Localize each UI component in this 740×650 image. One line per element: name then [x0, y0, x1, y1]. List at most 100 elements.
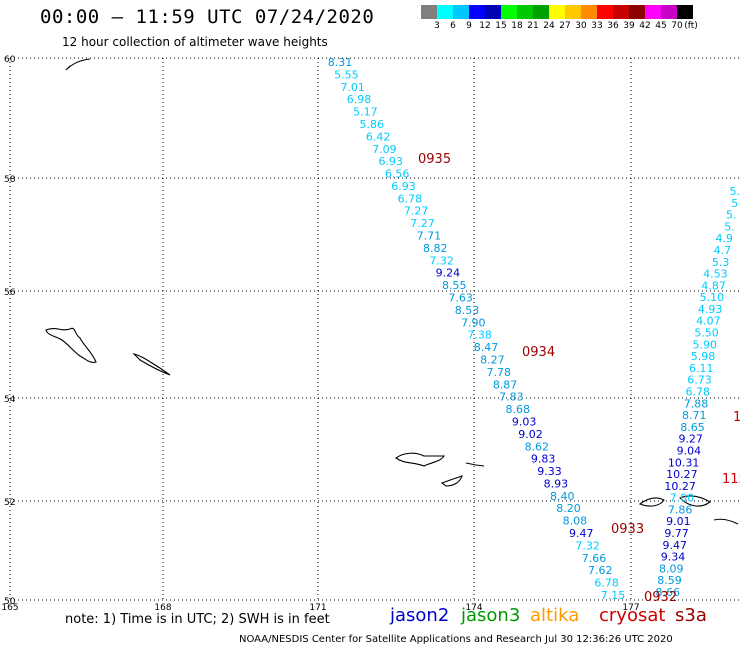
- wave-height-value: 6.78: [594, 577, 619, 590]
- wave-height-value: 8.82: [423, 242, 448, 255]
- longitude-label: 171: [309, 603, 326, 613]
- wave-height-value: 8.68: [506, 403, 531, 416]
- wave-height-value: 10.31: [668, 456, 700, 469]
- legend-label: 24: [543, 21, 555, 31]
- satellite-jason2: jason2: [390, 605, 450, 626]
- latitude-label: 60: [4, 55, 16, 65]
- wave-height-value: 7.32: [575, 539, 600, 552]
- legend-label: 12: [479, 21, 491, 31]
- credit-line: NOAA/NESDIS Center for Satellite Applica…: [239, 634, 673, 645]
- wave-height-value: 8.62: [525, 440, 550, 453]
- wave-height-value: 6.56: [385, 168, 410, 181]
- wave-height-value: 4.53: [703, 268, 728, 281]
- wave-height-value: 5.: [730, 185, 740, 198]
- legend-swatch: [501, 5, 517, 19]
- island-amchitka: [440, 475, 463, 487]
- legend-swatch: [645, 5, 661, 19]
- island-small-1: [465, 462, 485, 467]
- wave-height-value: 8.20: [556, 502, 581, 515]
- pass-time-label: 0935: [418, 152, 451, 167]
- wave-height-value: 5.55: [334, 68, 359, 81]
- color-legend: [421, 5, 693, 19]
- wave-height-value: 7.90: [461, 316, 486, 329]
- wave-height-value: 8.08: [563, 515, 588, 528]
- wave-height-value: 4.07: [696, 315, 721, 328]
- legend-swatch: [597, 5, 613, 19]
- wave-height-value: 8.53: [455, 304, 480, 317]
- wave-height-value: 7.71: [417, 230, 442, 243]
- legend-swatch: [437, 5, 453, 19]
- latitude-label: 54: [4, 395, 16, 405]
- legend-label: 36: [607, 21, 619, 31]
- wave-height-value: 7.86: [668, 503, 693, 516]
- wave-height-value: 6.78: [398, 192, 423, 205]
- right-track: 5.55.5.4.94.75.34.534.875.104.934.075.50…: [656, 185, 740, 599]
- wave-height-value: 5.10: [700, 291, 725, 304]
- chart-title: 00:00 – 11:59 UTC 07/24/2020: [40, 6, 375, 28]
- wave-height-value: 7.00: [670, 492, 695, 505]
- latitude-labels: 60 58 56 54 52 50: [4, 55, 16, 607]
- legend-swatch: [517, 5, 533, 19]
- time-labels: 0935 0934 0933 0932 115 1: [418, 152, 740, 605]
- legend-label: 30: [575, 21, 587, 31]
- wave-height-value: 8.66: [656, 586, 681, 599]
- pass-time-label: 1: [733, 410, 740, 425]
- wave-height-value: 5.50: [694, 327, 719, 340]
- wave-height-value: 8.87: [493, 378, 518, 391]
- legend-swatch: [469, 5, 485, 19]
- pass-time-label: 115: [722, 472, 740, 487]
- wave-height-value: 8.93: [544, 477, 569, 490]
- satellite-s3a: s3a: [675, 605, 707, 626]
- wave-height-value: 9.83: [531, 453, 556, 466]
- wave-height-value: 8.65: [680, 421, 705, 434]
- chart-subtitle: 12 hour collection of altimeter wave hei…: [62, 35, 328, 49]
- legend-label: 27: [559, 21, 571, 31]
- wave-height-value: 8.55: [442, 279, 467, 292]
- wave-height-value: 7.66: [582, 552, 607, 565]
- legend-swatch: [661, 5, 677, 19]
- main-track: 8.315.557.016.985.175.866.427.096.936.56…: [328, 56, 626, 602]
- legend-swatch: [629, 5, 645, 19]
- wave-height-value: 7.09: [372, 143, 397, 156]
- wave-height-value: 6.11: [689, 362, 714, 375]
- wave-height-value: 9.33: [537, 465, 562, 478]
- wave-height-value: 9.01: [666, 515, 691, 528]
- wave-height-value: 5.17: [353, 106, 378, 119]
- wave-height-value: 5.86: [359, 118, 384, 131]
- legend-swatch: [549, 5, 565, 19]
- longitude-labels: 165 168 171 174 177: [1, 603, 639, 613]
- wave-height-value: 7.15: [601, 589, 626, 602]
- wave-height-value: 6.73: [687, 374, 712, 387]
- longitude-label: 165: [1, 603, 18, 613]
- pass-time-label: 0933: [611, 522, 644, 537]
- wave-height-value: 5.: [726, 209, 737, 222]
- legend-swatch: [533, 5, 549, 19]
- map-grid: [9, 57, 740, 601]
- wave-height-value: 7.01: [340, 81, 365, 94]
- satellite-jason3: jason3: [461, 605, 521, 626]
- wave-height-value: 9.77: [664, 527, 689, 540]
- wave-height-value: 4.7: [714, 244, 732, 257]
- legend-swatch: [421, 5, 437, 19]
- latitude-label: 56: [4, 288, 16, 298]
- wave-height-value: 7.88: [684, 397, 709, 410]
- wave-height-value: 6.78: [686, 386, 711, 399]
- satellite-cryosat: cryosat: [599, 605, 666, 626]
- legend-swatch: [485, 5, 501, 19]
- legend-swatch: [565, 5, 581, 19]
- coastline: [45, 58, 739, 525]
- satellite-altika: altika: [530, 605, 580, 626]
- wave-height-value: 8.09: [659, 562, 684, 575]
- wave-height-value: 6.42: [366, 130, 391, 143]
- wave-height-value: 5.3: [712, 256, 730, 269]
- island-attu: [45, 327, 97, 363]
- legend-label: 9: [466, 21, 472, 31]
- wave-height-value: 9.02: [518, 428, 543, 441]
- wave-height-value: 7.83: [499, 391, 524, 404]
- legend-label: 45: [655, 21, 667, 31]
- legend-label: (ft): [684, 21, 698, 31]
- wave-height-value: 10.27: [664, 480, 696, 493]
- wave-height-value: 7.27: [410, 217, 435, 230]
- latitude-label: 52: [4, 498, 15, 508]
